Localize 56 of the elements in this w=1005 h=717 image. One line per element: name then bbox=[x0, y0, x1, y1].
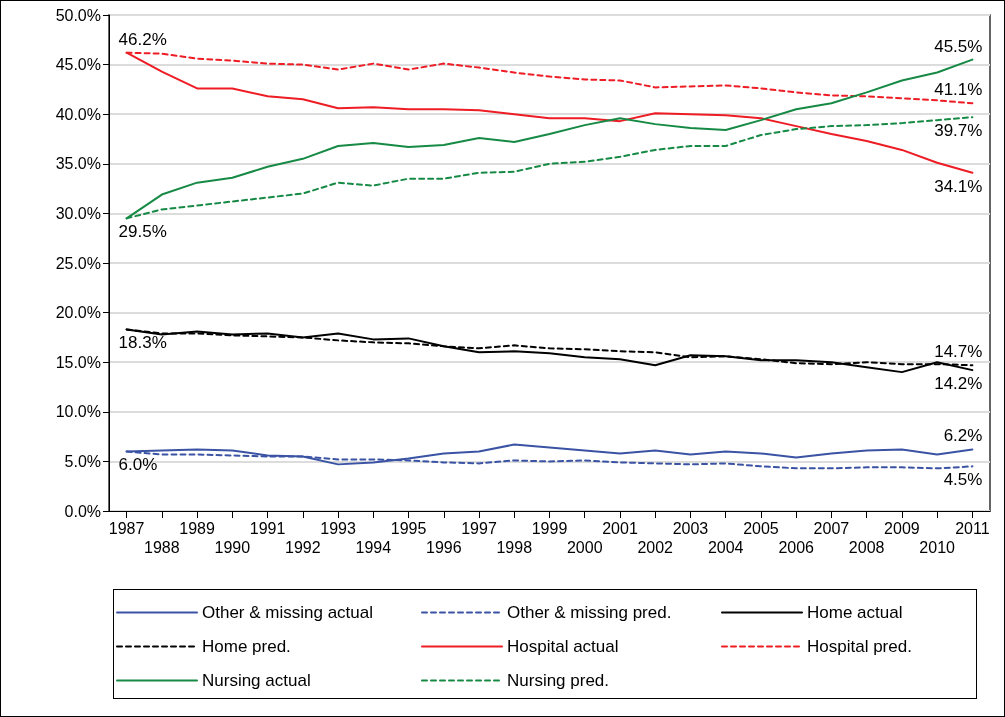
annotation: 4.5% bbox=[943, 470, 983, 490]
annotation: 45.5% bbox=[934, 36, 983, 56]
annotation: 18.3% bbox=[118, 333, 167, 353]
x-tick-label: 1992 bbox=[285, 539, 321, 556]
annotation: 39.7% bbox=[934, 121, 983, 141]
y-tick-label: 35.0% bbox=[55, 155, 101, 173]
legend-label: Other & missing pred. bbox=[507, 603, 672, 622]
x-tick-label: 1994 bbox=[355, 539, 392, 556]
y-tick-label: 15.0% bbox=[55, 353, 101, 371]
legend-label: Home actual bbox=[807, 603, 903, 622]
x-tick-label: 1995 bbox=[390, 520, 427, 537]
annotation: 6.2% bbox=[943, 426, 983, 446]
legend-label: Hospital actual bbox=[507, 637, 619, 656]
x-tick-label: 2005 bbox=[743, 520, 779, 537]
x-tick-label: 2007 bbox=[813, 520, 850, 537]
x-tick-label: 1988 bbox=[144, 539, 180, 556]
x-tick-label: 1987 bbox=[108, 520, 145, 537]
x-tick-label: 1990 bbox=[214, 539, 251, 556]
legend-label: Nursing actual bbox=[202, 671, 311, 690]
x-tick-label: 2002 bbox=[637, 539, 674, 556]
annotation: 29.5% bbox=[118, 222, 167, 242]
y-tick-label: 5.0% bbox=[64, 452, 101, 470]
x-tick-label: 2008 bbox=[848, 539, 885, 556]
y-tick-label: 0.0% bbox=[64, 502, 101, 520]
legend-label: Other & missing actual bbox=[202, 603, 374, 622]
x-tick-label: 2001 bbox=[602, 520, 638, 537]
annotation: 34.1% bbox=[934, 176, 983, 196]
x-tick-label: 2003 bbox=[672, 520, 709, 537]
annotation: 6.0% bbox=[118, 455, 158, 475]
x-tick-label: 2009 bbox=[884, 520, 920, 537]
x-tick-label: 1999 bbox=[531, 520, 568, 537]
x-tick-label: 2011 bbox=[955, 520, 990, 537]
y-tick-label: 10.0% bbox=[55, 403, 101, 421]
x-tick-label: 2000 bbox=[566, 539, 603, 556]
x-tick-label: 2004 bbox=[707, 539, 744, 556]
x-tick-label: 1991 bbox=[249, 520, 286, 537]
x-tick-label: 2010 bbox=[919, 539, 956, 556]
annotation: 14.7% bbox=[934, 342, 983, 362]
y-tick-label: 30.0% bbox=[55, 204, 101, 222]
y-tick-label: 25.0% bbox=[55, 254, 101, 272]
x-tick-label: 1989 bbox=[179, 520, 215, 537]
y-tick-label: 20.0% bbox=[55, 304, 101, 322]
y-tick-label: 40.0% bbox=[55, 105, 101, 123]
annotation: 41.1% bbox=[934, 80, 983, 100]
y-tick-label: 50.0% bbox=[55, 6, 101, 24]
y-tick-label: 45.0% bbox=[55, 56, 101, 74]
x-tick-label: 2006 bbox=[778, 539, 815, 556]
x-tick-label: 1996 bbox=[425, 539, 462, 556]
annotation: 14.2% bbox=[934, 374, 983, 394]
x-tick-label: 1997 bbox=[461, 520, 497, 537]
legend-label: Home pred. bbox=[202, 637, 291, 656]
legend-label: Hospital pred. bbox=[807, 637, 912, 656]
x-tick-label: 1998 bbox=[496, 539, 533, 556]
x-tick-label: 1993 bbox=[320, 520, 356, 537]
annotation: 46.2% bbox=[118, 29, 167, 49]
legend-label: Nursing pred. bbox=[507, 671, 610, 690]
